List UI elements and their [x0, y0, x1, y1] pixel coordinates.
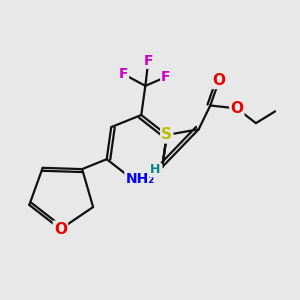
Text: O: O	[213, 73, 226, 88]
Text: NH₂: NH₂	[125, 172, 155, 186]
Text: H: H	[150, 164, 161, 176]
Text: N: N	[126, 172, 139, 187]
Text: H: H	[151, 165, 162, 178]
Text: NH: NH	[128, 172, 152, 186]
Text: F: F	[143, 54, 153, 68]
Text: F: F	[161, 70, 171, 84]
Text: S: S	[161, 128, 172, 142]
Text: O: O	[54, 222, 67, 237]
Text: F: F	[118, 67, 128, 81]
Text: O: O	[230, 101, 243, 116]
